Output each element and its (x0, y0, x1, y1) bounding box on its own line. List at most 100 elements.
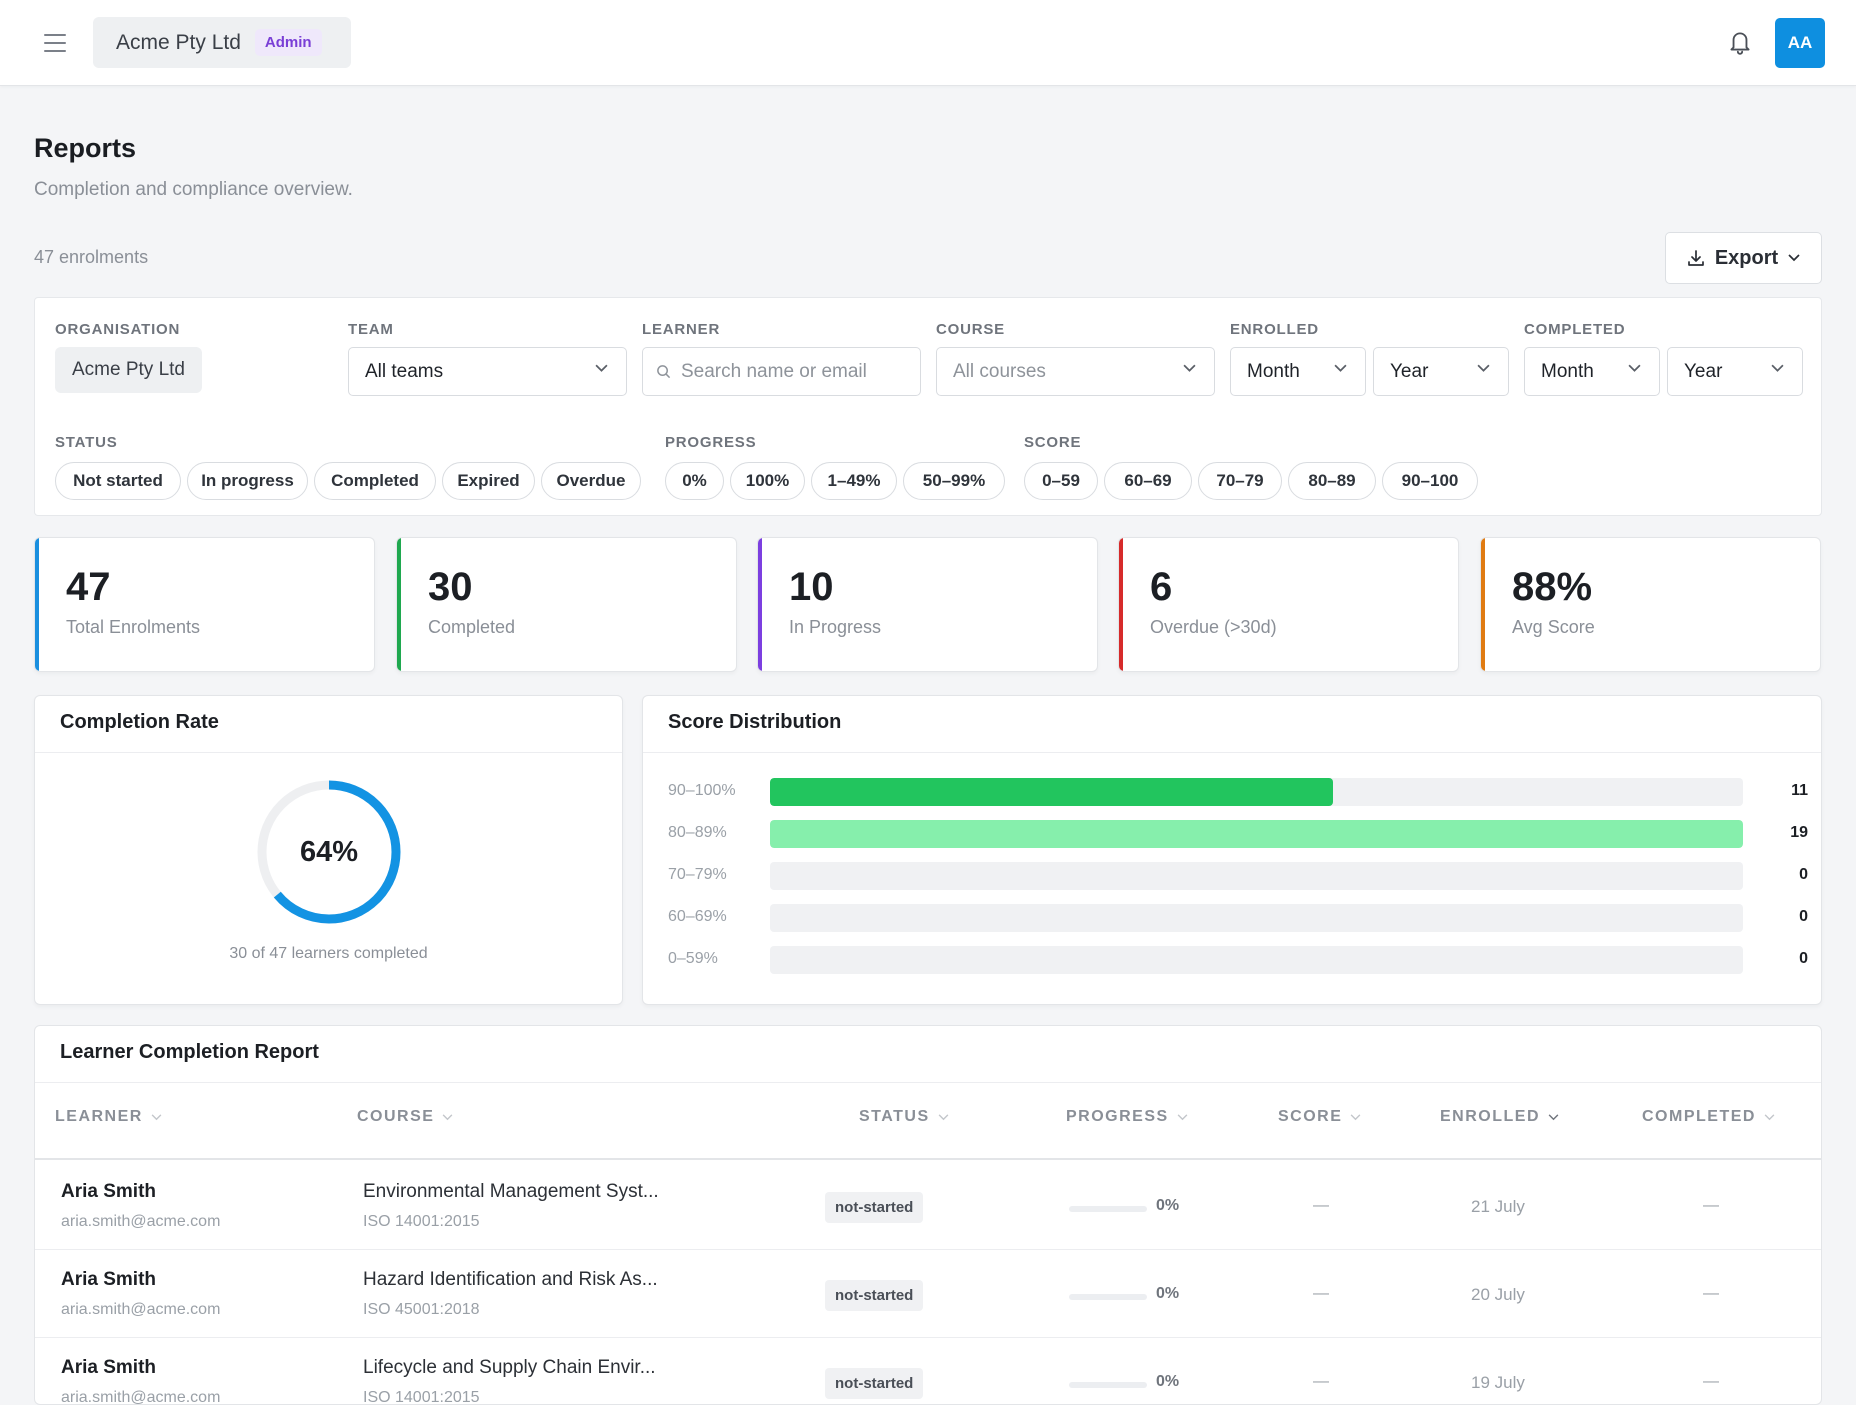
completed-month-value: Month (1541, 360, 1594, 382)
status-chip-overdue[interactable]: Overdue (541, 462, 641, 500)
completed-year-select[interactable]: Year (1667, 347, 1803, 396)
chevron-down-icon (1764, 1113, 1775, 1120)
learner-search-placeholder: Search name or email (681, 360, 867, 382)
distribution-label: 0–59% (668, 950, 718, 967)
stat-label: In Progress (789, 617, 882, 637)
score-chip-80-89[interactable]: 80–89 (1288, 462, 1376, 500)
learner-name: Aria Smith (61, 1269, 157, 1290)
stat-label: Overdue (>30d) (1150, 617, 1277, 637)
org-switcher[interactable]: Acme Pty Ltd Admin (93, 17, 351, 68)
progress-chip-50-99[interactable]: 50–99% (903, 462, 1005, 500)
column-header-progress[interactable]: PROGRESS (1066, 1108, 1188, 1126)
distribution-label: 60–69% (668, 908, 727, 925)
distribution-count: 0 (1799, 950, 1808, 967)
score-chip-60-69[interactable]: 60–69 (1104, 462, 1192, 500)
menu-icon[interactable] (44, 34, 66, 52)
status-chip-completed[interactable]: Completed (314, 462, 436, 500)
completion-donut: 64% (256, 779, 402, 925)
distribution-bar (770, 820, 1743, 848)
score-value: — (1313, 1373, 1329, 1390)
column-header-score[interactable]: SCORE (1278, 1108, 1361, 1126)
bell-icon[interactable] (1727, 28, 1753, 56)
course-code: ISO 45001:2018 (363, 1301, 480, 1318)
stat-accent (1119, 538, 1123, 671)
column-header-completed[interactable]: COMPLETED (1642, 1108, 1775, 1126)
course-code: ISO 14001:2015 (363, 1213, 480, 1230)
distribution-track (770, 862, 1743, 890)
progress-chip-1-49[interactable]: 1–49% (811, 462, 897, 500)
completion-rate-card: Completion Rate 64% 30 of 47 learners co… (34, 695, 623, 1005)
chevron-down-icon (595, 364, 608, 372)
stat-value: 6 (1150, 565, 1173, 609)
distribution-label: 90–100% (668, 782, 736, 799)
score-chip-70-79[interactable]: 70–79 (1198, 462, 1282, 500)
distribution-count: 0 (1799, 908, 1808, 925)
column-header-label: PROGRESS (1066, 1108, 1169, 1125)
score-chip-0-59[interactable]: 0–59 (1024, 462, 1098, 500)
column-header-enrolled[interactable]: ENROLLED (1440, 1108, 1559, 1126)
table-row[interactable]: Aria Smith aria.smith@acme.com Lifecycle a… (35, 1338, 1821, 1405)
stat-accent (35, 538, 39, 671)
distribution-track (770, 778, 1743, 806)
course-select[interactable]: All courses (936, 347, 1215, 396)
avatar[interactable]: AA (1775, 18, 1825, 68)
completed-label: COMPLETED (1524, 321, 1626, 338)
stat-accent (758, 538, 762, 671)
course-name: Lifecycle and Supply Chain Envir... (363, 1357, 656, 1378)
course-code: ISO 14001:2015 (363, 1389, 480, 1405)
stat-card-overdue: 6 Overdue (>30d) (1118, 537, 1459, 672)
column-header-label: COMPLETED (1642, 1108, 1756, 1125)
card-title: Score Distribution (668, 711, 842, 733)
learner-email: aria.smith@acme.com (61, 1389, 221, 1405)
stat-accent (1481, 538, 1485, 671)
status-chip-not-started[interactable]: Not started (55, 462, 181, 500)
table-row[interactable]: Aria Smith aria.smith@acme.com Hazard Iden… (35, 1250, 1821, 1338)
completed-month-select[interactable]: Month (1524, 347, 1660, 396)
learner-label: LEARNER (642, 321, 721, 338)
status-chip-expired[interactable]: Expired (442, 462, 535, 500)
distribution-track (770, 904, 1743, 932)
distribution-track (770, 946, 1743, 974)
score-chip-90-100[interactable]: 90–100 (1382, 462, 1478, 500)
column-header-course[interactable]: COURSE (357, 1108, 453, 1126)
table-row[interactable]: Aria Smith aria.smith@acme.com Environment… (35, 1162, 1821, 1250)
learner-search-input[interactable]: Search name or email (642, 347, 921, 396)
donut-progress-arc (257, 780, 401, 924)
card-title: Learner Completion Report (60, 1041, 319, 1063)
team-select[interactable]: All teams (348, 347, 627, 396)
enrolled-month-select[interactable]: Month (1230, 347, 1366, 396)
progress-bar (1069, 1294, 1147, 1300)
progress-chip-0[interactable]: 0% (665, 462, 724, 500)
org-name: Acme Pty Ltd (116, 30, 241, 54)
progress-chip-100[interactable]: 100% (730, 462, 805, 500)
column-header-learner[interactable]: LEARNER (55, 1108, 162, 1126)
learner-name: Aria Smith (61, 1181, 157, 1202)
organisation-value: Acme Pty Ltd (55, 347, 202, 393)
chevron-down-icon (1771, 364, 1784, 372)
course-select-value: All courses (953, 360, 1046, 382)
course-cell: Lifecycle and Supply Chain Envir... ISO 1… (363, 1357, 656, 1405)
column-header-label: ENROLLED (1440, 1108, 1540, 1125)
team-select-value: All teams (365, 360, 444, 382)
distribution-bar (770, 778, 1334, 806)
learner-name: Aria Smith (61, 1357, 157, 1378)
course-label: COURSE (936, 321, 1005, 338)
export-label: Export (1714, 246, 1779, 269)
top-bar: Acme Pty Ltd Admin AA (0, 0, 1856, 86)
distribution-row: 80–89% 19 (668, 820, 1808, 848)
enrolled-year-select[interactable]: Year (1373, 347, 1509, 396)
stat-card-in-progress: 10 In Progress (757, 537, 1098, 672)
enrolled-date: 19 July (1471, 1373, 1525, 1392)
stat-value: 88% (1512, 565, 1593, 609)
learner-cell: Aria Smith aria.smith@acme.com (61, 1269, 220, 1319)
course-name: Environmental Management Syst... (363, 1181, 659, 1202)
score-distribution-card: Score Distribution 90–100% 11 80–89% 19 70–7… (642, 695, 1822, 1005)
status-chip-in-progress[interactable]: In progress (187, 462, 308, 500)
column-header-status[interactable]: STATUS (859, 1108, 949, 1126)
completion-percent: 64% (299, 835, 359, 868)
progress-percent: 0% (1156, 1197, 1180, 1214)
chevron-down-icon (1351, 1113, 1361, 1120)
download-icon (1687, 250, 1704, 266)
role-badge: Admin (254, 29, 322, 56)
export-button[interactable]: Export (1665, 232, 1822, 284)
